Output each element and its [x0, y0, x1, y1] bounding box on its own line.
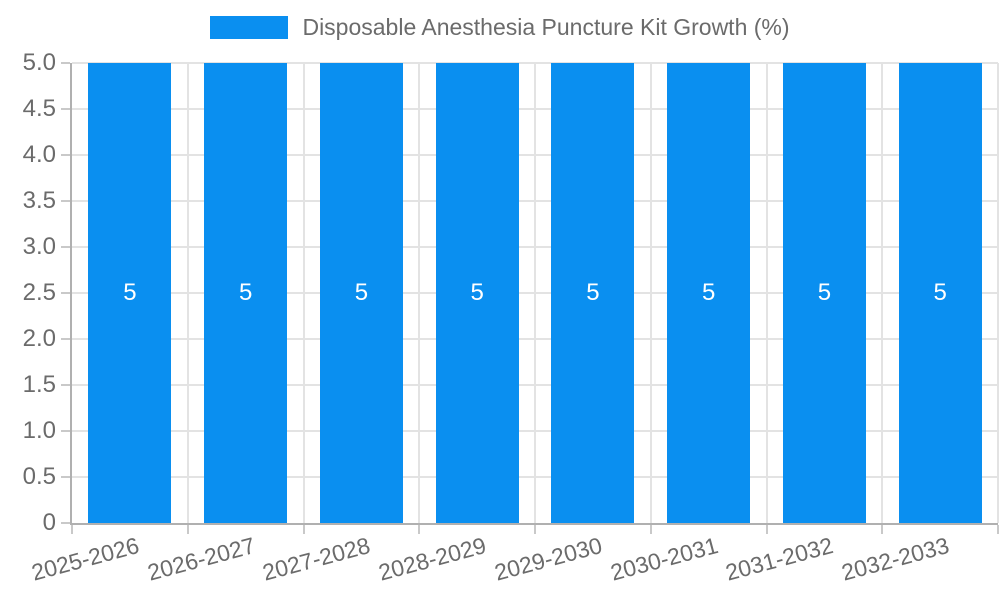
y-tick-mark	[61, 522, 70, 524]
x-tick-label: 2025-2026	[28, 532, 142, 586]
x-tick-label: 2026-2027	[144, 532, 258, 586]
y-tick-label: 1.5	[22, 371, 56, 398]
y-tick-label: 2.0	[22, 325, 56, 352]
x-gridline	[302, 63, 305, 523]
x-gridline	[534, 63, 536, 523]
bar-value-label: 5	[817, 279, 832, 306]
y-tick-mark	[61, 108, 70, 110]
bar	[204, 63, 288, 523]
y-tick-label: 3.5	[22, 187, 56, 214]
x-tick-mark	[765, 525, 768, 534]
x-tick-mark	[418, 525, 421, 534]
bar	[88, 63, 172, 523]
x-tick-mark	[534, 525, 536, 534]
y-tick-label: 2.5	[22, 279, 56, 306]
y-tick-mark	[61, 430, 70, 432]
y-tick-mark	[61, 292, 70, 294]
x-gridline	[649, 63, 652, 523]
legend-swatch-icon	[210, 16, 289, 39]
x-tick-label: 2028-2029	[375, 532, 489, 586]
y-tick-label: 5.0	[22, 49, 56, 76]
legend: Disposable Anesthesia Puncture Kit Growt…	[0, 14, 1000, 41]
y-tick-mark	[61, 62, 70, 64]
legend-item[interactable]: Disposable Anesthesia Puncture Kit Growt…	[210, 14, 790, 41]
bar	[782, 63, 866, 523]
bar	[898, 63, 982, 523]
y-tick-label: 4.0	[22, 141, 56, 168]
y-tick-label: 3.0	[22, 233, 56, 260]
y-tick-mark	[61, 246, 70, 248]
x-tick-mark	[649, 525, 652, 534]
y-tick-mark	[61, 154, 70, 156]
y-tick-mark	[61, 384, 70, 386]
x-tick-mark	[881, 525, 884, 534]
bar	[319, 63, 403, 523]
bar-value-label: 5	[470, 279, 484, 306]
bar-value-label: 5	[123, 279, 137, 306]
y-tick-label: 4.5	[22, 95, 56, 122]
plot-area: 5 5 5 5 5 5 5 5	[61, 62, 999, 534]
y-tick-label: 0.5	[22, 463, 56, 490]
bar-value-label: 5	[586, 279, 600, 306]
x-tick-label: 2030-2031	[607, 532, 721, 586]
y-tick-mark	[61, 338, 70, 340]
y-tick-label: 0	[42, 509, 56, 536]
x-tick-mark	[302, 525, 305, 534]
bar-value-label: 5	[701, 279, 716, 306]
x-tick-label: 2032-2033	[838, 532, 952, 586]
y-tick-mark	[61, 476, 70, 478]
x-tick-mark	[186, 525, 189, 534]
legend-label: Disposable Anesthesia Puncture Kit Growt…	[302, 14, 790, 40]
x-tick-mark	[71, 525, 73, 534]
x-gridline	[418, 63, 421, 523]
bar-value-label: 5	[238, 279, 253, 306]
x-tick-label: 2027-2028	[260, 532, 374, 586]
bar	[435, 63, 519, 523]
x-gridline	[881, 63, 884, 523]
bar-value-label: 5	[354, 279, 369, 306]
bar	[551, 63, 635, 523]
x-gridline	[186, 63, 189, 523]
x-tick-label: 2031-2032	[723, 532, 837, 586]
bar	[667, 63, 751, 523]
bar-value-label: 5	[933, 279, 947, 306]
x-tick-label: 2029-2030	[491, 532, 605, 586]
x-gridline	[997, 63, 999, 523]
y-tick-label: 1.0	[22, 417, 56, 444]
x-tick-mark	[997, 525, 999, 534]
x-gridline	[765, 63, 768, 523]
y-tick-mark	[61, 200, 70, 202]
